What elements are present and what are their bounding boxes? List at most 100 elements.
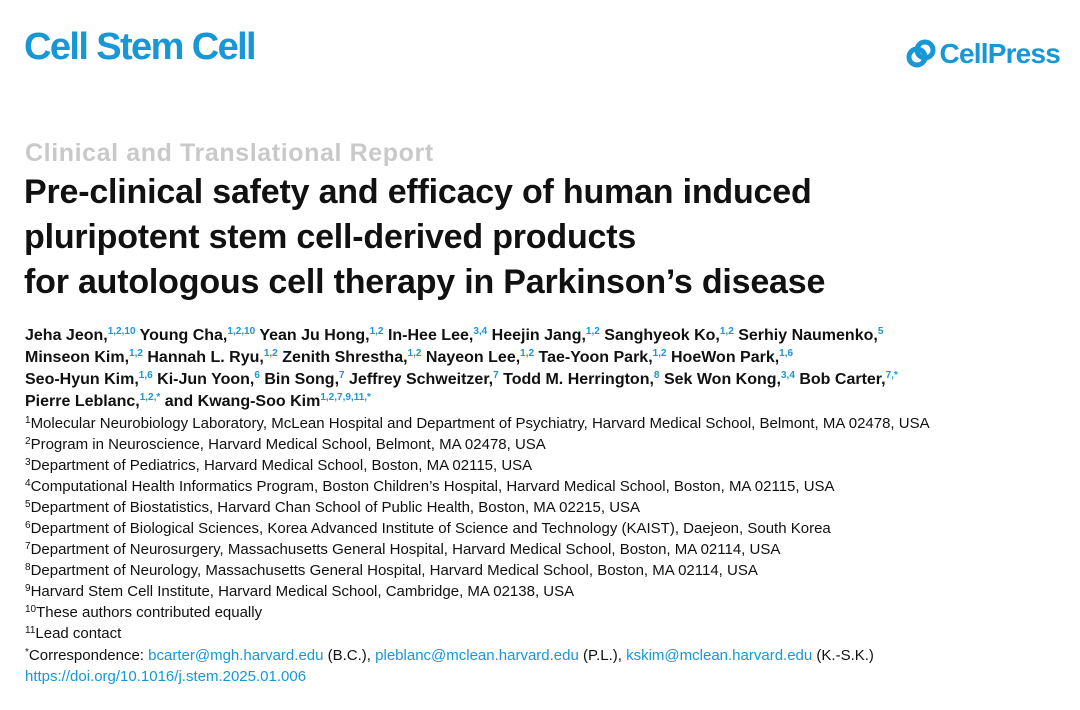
affiliation-text: Harvard Stem Cell Institute, Harvard Med… bbox=[30, 583, 575, 600]
affiliation-text: Molecular Neurobiology Laboratory, McLea… bbox=[30, 415, 930, 432]
author-list: Jeha Jeon,1,2,10 Young Cha,1,2,10 Yean J… bbox=[25, 325, 898, 413]
affiliation-text: Lead contact bbox=[35, 625, 122, 642]
author-name: Bin Song, bbox=[264, 371, 340, 388]
author-name: Seo-Hyun Kim, bbox=[25, 371, 139, 388]
author-name: In-Hee Lee, bbox=[387, 327, 474, 344]
affiliation: 2Program in Neuroscience, Harvard Medica… bbox=[25, 434, 930, 455]
affiliation-number: 7 bbox=[25, 541, 31, 552]
author-name: Jeha Jeon, bbox=[25, 327, 108, 344]
author-name: Minseon Kim, bbox=[25, 349, 130, 366]
affiliation-number: 2 bbox=[25, 436, 31, 447]
author-affiliation-marker: 1,2 bbox=[369, 326, 384, 337]
author-name: Sek Won Kong, bbox=[663, 371, 781, 388]
author-affiliation-marker: 1,2 bbox=[263, 348, 278, 359]
affiliation-number: 10 bbox=[25, 604, 37, 615]
author-affiliation-marker: 1,2,10 bbox=[227, 326, 256, 337]
affiliation-list: 1Molecular Neurobiology Laboratory, McLe… bbox=[25, 413, 930, 644]
doi-link[interactable]: https://doi.org/10.1016/j.stem.2025.01.0… bbox=[25, 668, 307, 685]
author-affiliation-marker: 8 bbox=[653, 370, 660, 381]
author-name: Young Cha, bbox=[139, 327, 228, 344]
author-line: Jeha Jeon,1,2,10 Young Cha,1,2,10 Yean J… bbox=[25, 325, 898, 347]
affiliation: 9Harvard Stem Cell Institute, Harvard Me… bbox=[25, 581, 930, 602]
author-affiliation-marker: 1,6 bbox=[779, 348, 794, 359]
affiliation: 11Lead contact bbox=[25, 623, 930, 644]
author-name: Nayeon Lee, bbox=[425, 349, 521, 366]
affiliation-number: 8 bbox=[25, 562, 31, 573]
journal-name: Cell Stem Cell bbox=[24, 26, 257, 68]
author-affiliation-marker: 1,2 bbox=[129, 348, 143, 359]
author-initials: (K.-S.K.) bbox=[816, 647, 874, 664]
affiliation: 5Department of Biostatistics, Harvard Ch… bbox=[25, 497, 930, 518]
article-type: Clinical and Translational Report bbox=[25, 139, 434, 167]
correspondence-marker: * bbox=[25, 647, 29, 658]
affiliation-text: These authors contributed equally bbox=[36, 604, 263, 621]
title-line: Pre-clinical safety and efficacy of huma… bbox=[24, 173, 812, 211]
author-name: Bob Carter, bbox=[799, 371, 886, 388]
author-line: Seo-Hyun Kim,1,6 Ki-Jun Yoon,6 Bin Song,… bbox=[25, 369, 898, 391]
author-name: Serhiy Naumenko, bbox=[738, 327, 878, 344]
affiliation: 8Department of Neurology, Massachusetts … bbox=[25, 560, 930, 581]
affiliation-text: Department of Biological Sciences, Korea… bbox=[30, 520, 831, 537]
correspondence: *Correspondence: bcarter@mgh.harvard.edu… bbox=[25, 645, 874, 666]
title-line: for autologous cell therapy in Parkinson… bbox=[24, 263, 826, 301]
email-link[interactable]: pleblanc@mclean.harvard.edu bbox=[375, 647, 579, 664]
affiliation-text: Computational Health Informatics Program… bbox=[30, 478, 835, 495]
author-affiliation-marker: 6 bbox=[254, 370, 260, 381]
author-name: Pierre Leblanc, bbox=[25, 393, 140, 410]
email-link[interactable]: bcarter@mgh.harvard.edu bbox=[148, 647, 324, 664]
affiliation-text: Department of Neurology, Massachusetts G… bbox=[30, 562, 758, 579]
author-affiliation-marker: 1,2 bbox=[652, 348, 667, 359]
author-affiliation-marker: 1,6 bbox=[138, 370, 153, 381]
affiliation: 3Department of Pediatrics, Harvard Medic… bbox=[25, 455, 930, 476]
author-name: Todd M. Herrington, bbox=[503, 371, 654, 388]
affiliation-number: 5 bbox=[25, 499, 31, 510]
author-conjunction: and bbox=[164, 393, 194, 410]
author-name: Heejin Jang, bbox=[491, 327, 586, 344]
affiliation: 6Department of Biological Sciences, Kore… bbox=[25, 518, 930, 539]
author-affiliation-marker: 7,* bbox=[885, 370, 898, 381]
author-affiliation-marker: 1,2,* bbox=[139, 392, 161, 403]
author-name: Hannah L. Ryu, bbox=[147, 349, 264, 366]
correspondence-label: Correspondence: bbox=[28, 647, 144, 664]
author-affiliation-marker: 1,2,10 bbox=[107, 326, 136, 337]
author-line: Minseon Kim,1,2 Hannah L. Ryu,1,2 Zenith… bbox=[25, 347, 898, 369]
author-name: Tae-Yoon Park, bbox=[538, 349, 653, 366]
author-affiliation-marker: 5 bbox=[877, 326, 884, 337]
author-affiliation-marker: 1,2 bbox=[585, 326, 600, 337]
author-line: Pierre Leblanc,1,2,* and Kwang-Soo Kim1,… bbox=[25, 391, 898, 413]
author-affiliation-marker: 7 bbox=[339, 370, 345, 381]
publisher-logo: CellPress bbox=[906, 38, 1061, 70]
author-name: HoeWon Park, bbox=[671, 349, 780, 366]
affiliation-number: 9 bbox=[25, 583, 31, 594]
affiliation-number: 11 bbox=[25, 625, 36, 636]
author-name: Kwang-Soo Kim bbox=[197, 393, 321, 410]
author-name: Sanghyeok Ko, bbox=[604, 327, 720, 344]
affiliation: 1Molecular Neurobiology Laboratory, McLe… bbox=[25, 413, 930, 434]
author-name: Yean Ju Hong, bbox=[259, 327, 370, 344]
author-affiliation-marker: 1,2 bbox=[520, 348, 535, 359]
affiliation-text: Department of Pediatrics, Harvard Medica… bbox=[30, 457, 533, 474]
author-affiliation-marker: 3,4 bbox=[473, 326, 488, 337]
affiliation-text: Department of Biostatistics, Harvard Cha… bbox=[30, 499, 641, 516]
author-affiliation-marker: 1,2 bbox=[719, 326, 734, 337]
author-affiliation-marker: 1,2 bbox=[407, 348, 422, 359]
author-affiliation-marker: 7 bbox=[493, 370, 499, 381]
affiliation-text: Department of Neurosurgery, Massachusett… bbox=[30, 541, 781, 558]
affiliation-number: 3 bbox=[25, 457, 31, 468]
author-affiliation-marker: 1,2,7,9,11,* bbox=[320, 392, 371, 403]
affiliation-number: 1 bbox=[25, 415, 31, 426]
affiliation-text: Program in Neuroscience, Harvard Medical… bbox=[30, 436, 546, 453]
author-initials: (P.L.), bbox=[583, 647, 622, 664]
author-name: Ki-Jun Yoon, bbox=[157, 371, 255, 388]
affiliation: 7Department of Neurosurgery, Massachuset… bbox=[25, 539, 930, 560]
publisher-icon bbox=[906, 39, 936, 68]
author-affiliation-marker: 3,4 bbox=[780, 370, 795, 381]
author-name: Zenith Shrestha, bbox=[282, 349, 408, 366]
affiliation-number: 6 bbox=[25, 520, 31, 531]
email-link[interactable]: kskim@mclean.harvard.edu bbox=[626, 647, 813, 664]
affiliation: 10These authors contributed equally bbox=[25, 602, 930, 623]
article-title: Pre-clinical safety and efficacy of huma… bbox=[24, 170, 825, 305]
author-initials: (B.C.), bbox=[327, 647, 371, 664]
